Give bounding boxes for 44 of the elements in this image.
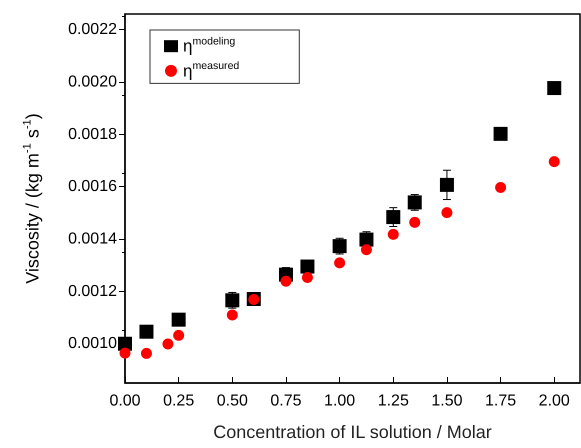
point: [300, 260, 314, 274]
x-tick-label: 0.75: [270, 392, 302, 410]
x-tick-label: 2.00: [538, 392, 570, 410]
point: [140, 348, 152, 359]
point: [547, 81, 562, 96]
point: [162, 338, 174, 350]
x-tick-label: 0.50: [216, 392, 248, 410]
point: [548, 156, 560, 168]
point: [280, 276, 292, 287]
point: [408, 195, 422, 210]
x-tick-label: 1.50: [431, 392, 463, 410]
x-tick-label: 1.00: [324, 392, 356, 410]
point: [495, 182, 506, 194]
point: [172, 312, 186, 327]
y-tick-label: 0.0012: [68, 282, 118, 300]
point: [332, 239, 347, 254]
x-tick-label: 0.25: [163, 392, 194, 410]
point: [334, 257, 346, 268]
point: [118, 336, 132, 351]
point: [386, 210, 400, 224]
point: [409, 216, 420, 228]
point: [226, 309, 238, 320]
x-tick-label: 0.00: [109, 392, 141, 410]
y-tick-label: 0.0018: [68, 126, 118, 143]
point: [360, 244, 372, 256]
y-tick-label: 0.0022: [68, 21, 118, 38]
point: [440, 178, 454, 192]
point: [494, 126, 508, 141]
point: [388, 228, 399, 240]
y-tick-label: 0.0010: [68, 335, 118, 352]
point: [359, 232, 374, 247]
x-tick-label: 1.75: [485, 392, 516, 410]
point: [139, 324, 154, 339]
point: [441, 207, 452, 218]
y-axis-title: Viscosity / (kg m-1 s-1): [22, 113, 43, 284]
point: [225, 293, 240, 308]
point: [302, 272, 313, 284]
x-tick-label: 1.25: [378, 392, 409, 410]
point: [173, 330, 184, 341]
y-tick-label: 0.0014: [68, 230, 118, 248]
x-axis-title: Concentration of IL solution / Molar: [213, 422, 492, 442]
y-tick-label: 0.0016: [68, 178, 118, 196]
point: [120, 348, 130, 359]
y-tick-label: 0.0020: [68, 74, 118, 91]
